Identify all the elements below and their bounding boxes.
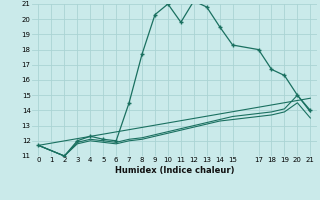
X-axis label: Humidex (Indice chaleur): Humidex (Indice chaleur) [115,166,234,175]
